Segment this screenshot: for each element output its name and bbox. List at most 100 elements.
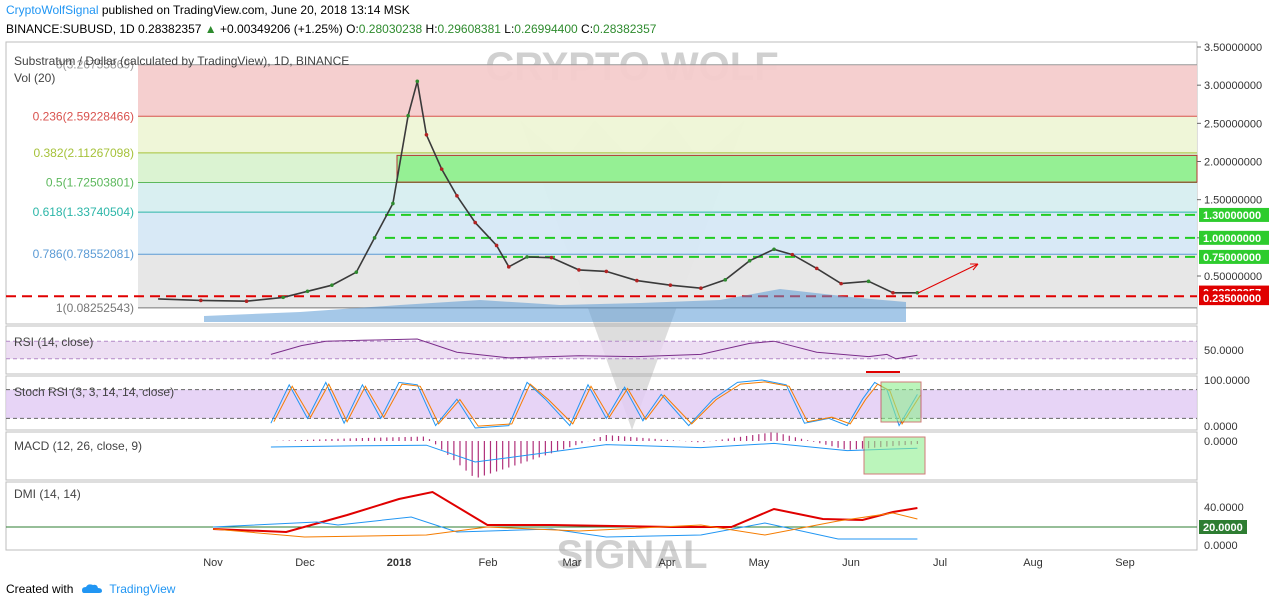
macd-tick-label: 0.0000 xyxy=(1204,436,1238,448)
price-point xyxy=(391,201,395,206)
price-point xyxy=(668,283,673,287)
fib-zone xyxy=(138,116,1197,153)
price-point xyxy=(506,265,511,269)
open-value: 0.28030238 xyxy=(358,22,423,36)
y-tick-label: 2.50000000 xyxy=(1204,118,1262,130)
y-tick-label: 1.50000000 xyxy=(1204,195,1262,207)
published-text: published on TradingView.com, June 20, 2… xyxy=(98,3,410,17)
high-label: H: xyxy=(422,22,438,36)
panel-frame xyxy=(5,481,1198,551)
low-label: L: xyxy=(500,22,515,36)
macd-title: MACD (12, 26, close, 9) xyxy=(14,439,142,453)
price-point xyxy=(354,270,359,274)
x-tick-label: Sep xyxy=(1115,557,1135,569)
price-point xyxy=(549,255,554,260)
price-badge-label: 1.00000000 xyxy=(1203,233,1261,245)
rsi-line xyxy=(270,338,918,360)
macd-highlight-box xyxy=(863,436,926,475)
price-badge-label: 0.75000000 xyxy=(1203,252,1261,264)
price-point xyxy=(577,268,581,272)
price-point xyxy=(839,281,843,286)
fib-zone xyxy=(138,212,1197,255)
created-with-text: Created with xyxy=(6,582,74,596)
price-point xyxy=(199,298,203,303)
price-badge xyxy=(1199,249,1269,264)
price-point xyxy=(330,283,334,287)
x-tick-label: Mar xyxy=(563,557,582,569)
fib-label: 0.786(0.78552081) xyxy=(33,247,134,261)
stoch-title: Stoch RSI (3, 3, 14, 14, close) xyxy=(14,385,174,399)
stoch-tick-label: 100.0000 xyxy=(1204,375,1250,387)
stoch-highlight-box xyxy=(880,381,922,423)
stoch-k-line xyxy=(270,379,918,429)
dmi-tick-label: 0.0000 xyxy=(1204,540,1238,552)
tradingview-cloud-icon xyxy=(82,584,103,593)
fib-zone xyxy=(138,182,1197,213)
fib-label: 0(3.26755869) xyxy=(56,58,134,72)
dmi-minus-line xyxy=(212,512,918,538)
price-point xyxy=(915,290,920,295)
y-tick-label: 0.50000000 xyxy=(1204,271,1262,283)
price-point xyxy=(604,269,609,274)
price-point xyxy=(525,255,529,259)
x-tick-label: Jul xyxy=(933,557,947,569)
price-point xyxy=(424,132,429,137)
close-label: C: xyxy=(577,22,594,36)
stoch-tick-label: 0.0000 xyxy=(1204,421,1238,433)
x-tick-label: Feb xyxy=(479,557,498,569)
y-tick-label: 2.00000000 xyxy=(1204,157,1262,169)
high-value: 0.29608381 xyxy=(437,22,501,36)
price-point xyxy=(372,236,377,240)
symbol-info: BINANCE:SUBUSD, 1D 0.28382357 ▲ +0.00349… xyxy=(6,22,656,36)
low-value: 0.26994400 xyxy=(514,22,578,36)
price-point xyxy=(866,279,871,284)
fib-label: 0.382(2.11267098) xyxy=(33,146,134,160)
symbol-line: BINANCE:SUBUSD, 1D 0.28382357 xyxy=(6,22,202,36)
panel-frame xyxy=(5,431,1198,481)
price-point xyxy=(244,299,249,303)
fib-zone xyxy=(138,254,1197,308)
dmi-badge xyxy=(1199,520,1247,534)
x-tick-label: Aug xyxy=(1023,557,1043,569)
volume-area xyxy=(204,289,906,322)
price-point xyxy=(635,278,639,283)
tradingview-link[interactable]: TradingView xyxy=(109,582,176,596)
close-value: 0.28382357 xyxy=(593,22,657,36)
fib-label: 0.236(2.59228466) xyxy=(33,109,134,123)
price-point xyxy=(439,167,444,171)
price-point xyxy=(723,278,728,282)
rsi-title: RSI (14, close) xyxy=(14,335,93,349)
price-point xyxy=(415,79,420,84)
price-point xyxy=(281,295,285,300)
price-badge xyxy=(1199,207,1269,222)
x-tick-label: Dec xyxy=(295,557,315,569)
stoch-d-line xyxy=(273,381,921,427)
price-badge-label: 1.30000000 xyxy=(1203,210,1261,222)
price-point xyxy=(494,243,499,248)
rsi-tick-label: 50.0000 xyxy=(1204,345,1244,357)
x-tick-label: Nov xyxy=(203,557,223,569)
price-point xyxy=(699,286,703,291)
fib-label: 1(0.08252543) xyxy=(56,301,134,315)
watermark-bottom-text: SIGNAL xyxy=(556,533,707,577)
author-link[interactable]: CryptoWolfSignal xyxy=(6,3,99,17)
dmi-tick-label: 40.0000 xyxy=(1204,502,1244,514)
price-point xyxy=(814,266,819,271)
chart-title: Substratum / Dollar (calculated by Tradi… xyxy=(14,54,349,68)
price-up-icon: ▲ xyxy=(204,22,217,36)
price-point xyxy=(305,289,310,294)
dmi-badge-label: 20.0000 xyxy=(1203,522,1243,534)
price-point xyxy=(747,258,752,263)
publish-info: CryptoWolfSignal published on TradingVie… xyxy=(6,3,410,17)
price-badge xyxy=(1199,230,1269,245)
x-tick-label: May xyxy=(749,557,770,569)
macd-line xyxy=(270,442,918,463)
volume-label: Vol (20) xyxy=(14,71,55,85)
fib-label: 0.618(1.33740504) xyxy=(33,205,134,219)
price-point xyxy=(790,252,795,257)
y-tick-label: 3.00000000 xyxy=(1204,80,1262,92)
price-point xyxy=(772,247,776,252)
price-point xyxy=(473,220,478,225)
x-tick-label: Apr xyxy=(658,557,675,569)
